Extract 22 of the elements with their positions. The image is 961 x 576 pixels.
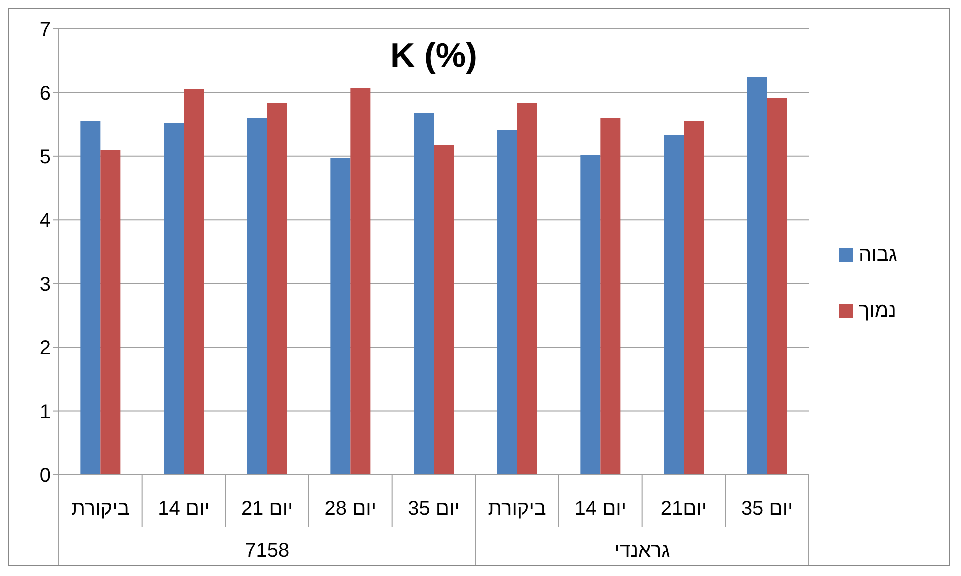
x-tick-label: 35 יום [741, 498, 794, 520]
x-tick-label: ביקורת [72, 498, 130, 520]
x-tick-label: 14 יום [574, 498, 627, 520]
x-tick-label: 14 יום [158, 498, 210, 520]
x-tick-label: 28 יום [324, 498, 377, 520]
legend-label: נמוך [859, 300, 896, 322]
text: 7158 [245, 540, 290, 562]
y-tick-label: 0 [40, 465, 51, 488]
y-tick-label: 3 [40, 274, 51, 296]
y-tick-label: 4 [40, 210, 51, 232]
y-tick-label: 7 [40, 19, 51, 42]
x-tick-label: ביקורת [488, 498, 546, 520]
y-tick-label: 6 [40, 82, 51, 105]
legend-label: גבוה [859, 244, 898, 266]
x-tick-label: 21יום [660, 498, 708, 520]
text: גראנדי [614, 540, 670, 562]
y-tick-label: 1 [40, 401, 51, 424]
x-tick-label: 35 יום [408, 498, 460, 520]
chart-title: K (%) [390, 37, 478, 75]
y-tick-label: 2 [40, 338, 51, 360]
y-tick-label: 5 [40, 146, 51, 169]
x-tick-label: 21 יום [241, 498, 294, 520]
